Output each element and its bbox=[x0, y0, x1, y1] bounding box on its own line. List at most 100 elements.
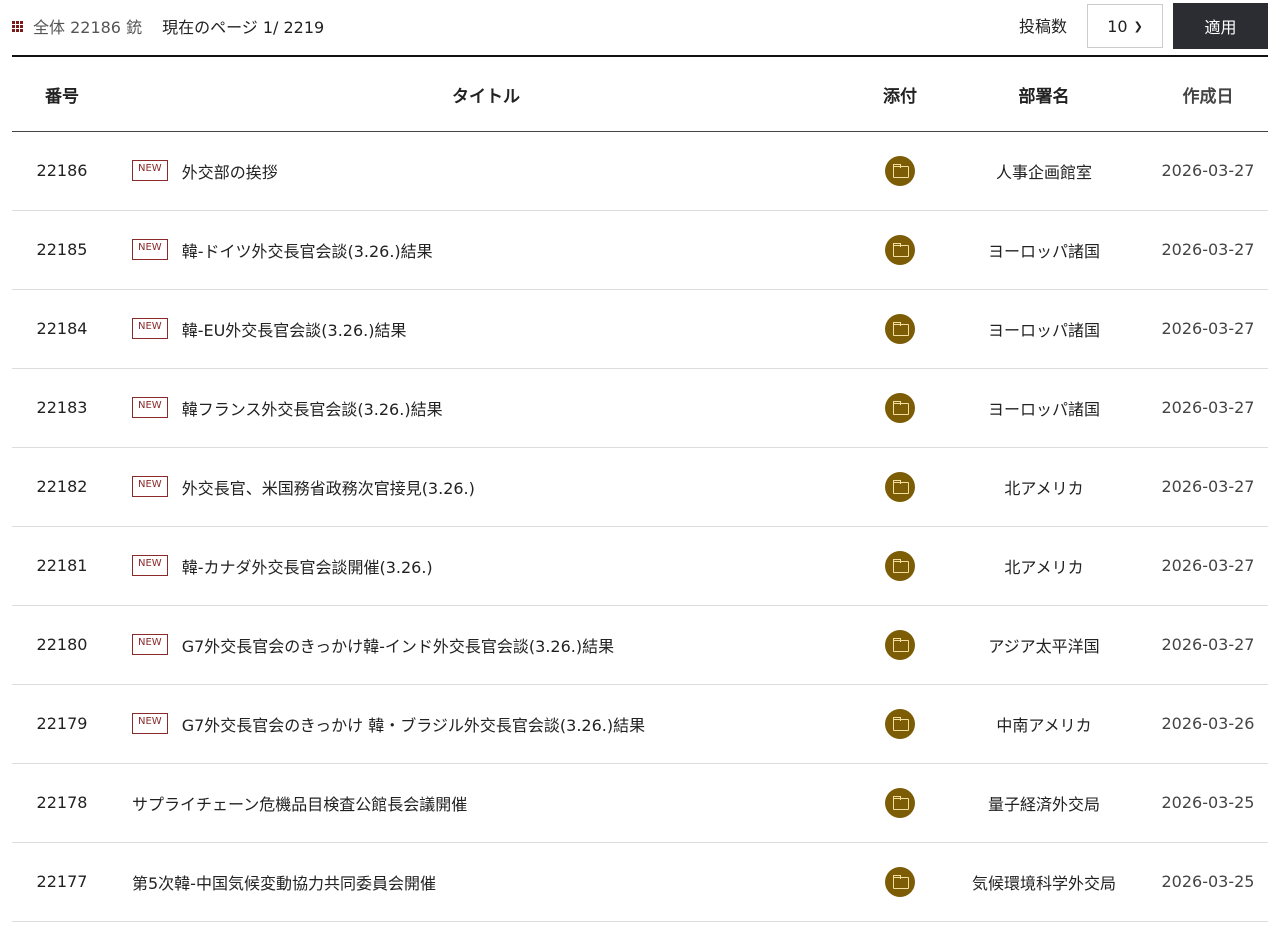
row-date: 2026-03-27 bbox=[1148, 131, 1268, 211]
new-badge: NEW bbox=[132, 476, 168, 497]
table-row: 22181 NEW 韓-カナダ外交長官会談開催(3.26.) 北アメリカ 2026… bbox=[12, 526, 1268, 606]
row-department: 北アメリカ bbox=[940, 447, 1148, 527]
row-title-cell: NEW 韓-カナダ外交長官会談開催(3.26.) bbox=[112, 526, 860, 606]
row-department: ヨーロッパ諸国 bbox=[940, 368, 1148, 448]
table-row: 22178 サプライチェーン危機品目検査公館長会議開催 量子経済外交局 2026… bbox=[12, 763, 1268, 843]
row-title-cell: NEW 外交長官、米国務省政務次官接見(3.26.) bbox=[112, 447, 860, 527]
row-date: 2026-03-27 bbox=[1148, 526, 1268, 606]
row-date: 2026-03-27 bbox=[1148, 447, 1268, 527]
total-count: 全体 22186 銃 bbox=[33, 18, 143, 37]
row-department: 北アメリカ bbox=[940, 526, 1148, 606]
col-title: タイトル bbox=[112, 59, 860, 132]
perpage-label: 投稿数 bbox=[1019, 17, 1068, 36]
folder-icon[interactable] bbox=[885, 866, 915, 897]
row-number: 22177 bbox=[12, 842, 112, 922]
row-attachment bbox=[860, 842, 940, 922]
row-department: 量子経済外交局 bbox=[940, 763, 1148, 843]
row-department: アジア太平洋国 bbox=[940, 605, 1148, 685]
table-row: 22184 NEW 韓-EU外交長官会談(3.26.)結果 ヨーロッパ諸国 202… bbox=[12, 289, 1268, 369]
row-number: 22185 bbox=[12, 210, 112, 290]
col-attachment: 添付 bbox=[860, 59, 940, 132]
row-title-link[interactable]: 韓-ドイツ外交長官会談(3.26.)結果 bbox=[181, 241, 433, 261]
current-page: 現在のページ 1/ 2219 bbox=[162, 18, 325, 37]
table-row: 22180 NEW G7外交長官会のきっかけ韓-インド外交長官会談(3.26.)結… bbox=[12, 605, 1268, 685]
row-attachment bbox=[860, 447, 940, 527]
row-title-link[interactable]: 外交部の挨拶 bbox=[181, 162, 278, 182]
col-number: 番号 bbox=[12, 59, 112, 132]
row-date: 2026-03-27 bbox=[1148, 289, 1268, 369]
row-date: 2026-03-27 bbox=[1148, 368, 1268, 448]
row-title-cell: NEW 韓-ドイツ外交長官会談(3.26.)結果 bbox=[112, 210, 860, 290]
row-attachment bbox=[860, 131, 940, 211]
row-title-link[interactable]: 韓フランス外交長官会談(3.26.)結果 bbox=[181, 399, 443, 419]
row-title-link[interactable]: 韓-カナダ外交長官会談開催(3.26.) bbox=[181, 557, 433, 577]
row-title-cell: 第5次韓-中国気候変動協力共同委員会開催 bbox=[112, 842, 860, 922]
col-department: 部署名 bbox=[940, 59, 1148, 132]
table-row: 22177 第5次韓-中国気候変動協力共同委員会開催 気候環境科学外交局 202… bbox=[12, 842, 1268, 922]
row-number: 22179 bbox=[12, 684, 112, 764]
col-date: 作成日 bbox=[1148, 59, 1268, 132]
row-title-cell: NEW G7外交長官会のきっかけ 韓・ブラジル外交長官会談(3.26.)結果 bbox=[112, 684, 860, 764]
row-title-cell: NEW 韓-EU外交長官会談(3.26.)結果 bbox=[112, 289, 860, 369]
new-badge: NEW bbox=[132, 397, 168, 418]
folder-icon[interactable] bbox=[885, 550, 915, 581]
row-date: 2026-03-27 bbox=[1148, 605, 1268, 685]
grid-icon bbox=[12, 20, 23, 32]
table-row: 22182 NEW 外交長官、米国務省政務次官接見(3.26.) 北アメリカ 20… bbox=[12, 447, 1268, 527]
row-title-cell: NEW 韓フランス外交長官会談(3.26.)結果 bbox=[112, 368, 860, 448]
row-number: 22180 bbox=[12, 605, 112, 685]
row-attachment bbox=[860, 526, 940, 606]
row-title-link[interactable]: G7外交長官会のきっかけ 韓・ブラジル外交長官会談(3.26.)結果 bbox=[181, 715, 646, 735]
row-number: 22186 bbox=[12, 131, 112, 211]
row-attachment bbox=[860, 210, 940, 290]
row-attachment bbox=[860, 605, 940, 685]
row-attachment bbox=[860, 684, 940, 764]
row-department: 気候環境科学外交局 bbox=[940, 842, 1148, 922]
new-badge: NEW bbox=[132, 239, 168, 260]
folder-icon[interactable] bbox=[885, 471, 915, 502]
row-number: 22184 bbox=[12, 289, 112, 369]
new-badge: NEW bbox=[132, 555, 168, 576]
row-title-link[interactable]: 外交長官、米国務省政務次官接見(3.26.) bbox=[181, 478, 475, 498]
row-title-cell: NEW 外交部の挨拶 bbox=[112, 131, 860, 211]
row-title-link[interactable]: 韓-EU外交長官会談(3.26.)結果 bbox=[181, 320, 407, 340]
folder-icon[interactable] bbox=[885, 629, 915, 660]
new-badge: NEW bbox=[132, 713, 168, 734]
apply-button[interactable]: 適用 bbox=[1173, 3, 1268, 49]
folder-icon[interactable] bbox=[885, 234, 915, 265]
row-title-link[interactable]: 第5次韓-中国気候変動協力共同委員会開催 bbox=[132, 873, 436, 893]
row-date: 2026-03-27 bbox=[1148, 210, 1268, 290]
post-table: 番号 タイトル 添付 部署名 作成日 22186 NEW 外交部の挨拶 人事企画館… bbox=[12, 59, 1268, 922]
row-attachment bbox=[860, 763, 940, 843]
chevron-down-icon: ❯ bbox=[1133, 19, 1143, 33]
row-date: 2026-03-25 bbox=[1148, 842, 1268, 922]
row-number: 22178 bbox=[12, 763, 112, 843]
row-attachment bbox=[860, 368, 940, 448]
row-number: 22181 bbox=[12, 526, 112, 606]
row-department: 中南アメリカ bbox=[940, 684, 1148, 764]
row-department: ヨーロッパ諸国 bbox=[940, 289, 1148, 369]
list-toolbar: 全体 22186 銃 現在のページ 1/ 2219 投稿数 10 ❯ 適用 bbox=[12, 0, 1268, 57]
row-title-link[interactable]: G7外交長官会のきっかけ韓-インド外交長官会談(3.26.)結果 bbox=[181, 636, 615, 656]
row-title-cell: NEW G7外交長官会のきっかけ韓-インド外交長官会談(3.26.)結果 bbox=[112, 605, 860, 685]
perpage-select[interactable]: 10 ❯ bbox=[1087, 4, 1163, 48]
row-department: 人事企画館室 bbox=[940, 131, 1148, 211]
folder-icon[interactable] bbox=[885, 313, 915, 344]
table-row: 22179 NEW G7外交長官会のきっかけ 韓・ブラジル外交長官会談(3.26.… bbox=[12, 684, 1268, 764]
table-row: 22185 NEW 韓-ドイツ外交長官会談(3.26.)結果 ヨーロッパ諸国 20… bbox=[12, 210, 1268, 290]
new-badge: NEW bbox=[132, 634, 168, 655]
folder-icon[interactable] bbox=[885, 708, 915, 739]
table-row: 22186 NEW 外交部の挨拶 人事企画館室 2026-03-27 bbox=[12, 131, 1268, 211]
row-number: 22183 bbox=[12, 368, 112, 448]
folder-icon[interactable] bbox=[885, 155, 915, 186]
folder-icon[interactable] bbox=[885, 392, 915, 423]
table-header: 番号 タイトル 添付 部署名 作成日 bbox=[12, 59, 1268, 132]
row-title-cell: サプライチェーン危機品目検査公館長会議開催 bbox=[112, 763, 860, 843]
folder-icon[interactable] bbox=[885, 787, 915, 818]
row-date: 2026-03-26 bbox=[1148, 684, 1268, 764]
new-badge: NEW bbox=[132, 318, 168, 339]
row-title-link[interactable]: サプライチェーン危機品目検査公館長会議開催 bbox=[132, 794, 468, 814]
row-date: 2026-03-25 bbox=[1148, 763, 1268, 843]
row-attachment bbox=[860, 289, 940, 369]
table-row: 22183 NEW 韓フランス外交長官会談(3.26.)結果 ヨーロッパ諸国 20… bbox=[12, 368, 1268, 448]
